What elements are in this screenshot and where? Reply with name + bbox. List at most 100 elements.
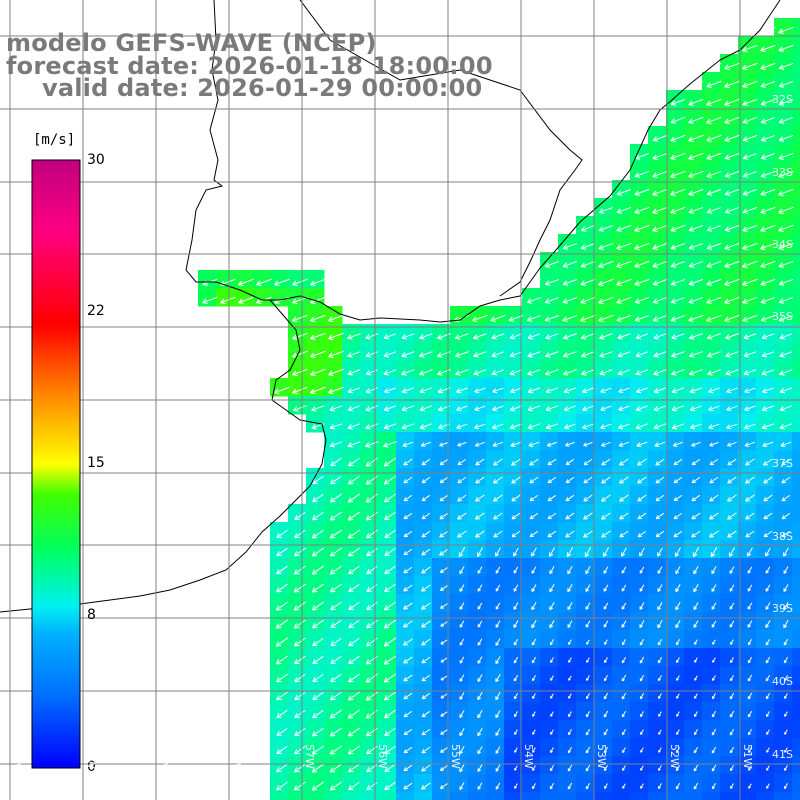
wind-speed-cell bbox=[468, 522, 487, 541]
wind-speed-cell bbox=[684, 720, 703, 739]
wind-arrow bbox=[544, 297, 559, 304]
wind-speed-cell bbox=[342, 414, 361, 433]
wind-arrow bbox=[532, 765, 536, 771]
wind-speed-cell bbox=[702, 306, 721, 325]
wind-arrow bbox=[765, 620, 771, 629]
wind-arrow bbox=[475, 530, 485, 538]
wind-speed-cell bbox=[756, 792, 775, 800]
wind-arrow bbox=[657, 619, 663, 629]
wind-speed-cell bbox=[594, 234, 613, 253]
wind-speed-cell bbox=[378, 774, 397, 793]
wind-arrow bbox=[742, 296, 758, 304]
wind-speed-cell bbox=[666, 306, 685, 325]
wind-arrow bbox=[619, 494, 629, 502]
wind-arrow bbox=[657, 547, 663, 557]
wind-speed-cell bbox=[684, 108, 703, 127]
wind-speed-cell bbox=[540, 522, 559, 541]
wind-speed-cell bbox=[486, 378, 505, 397]
wind-speed-cell bbox=[612, 774, 631, 793]
wind-speed-cell bbox=[792, 90, 800, 109]
wind-speed-cell bbox=[414, 414, 433, 433]
wind-speed-cell bbox=[324, 648, 343, 667]
wind-speed-cell bbox=[594, 702, 613, 721]
wind-speed-cell bbox=[630, 378, 649, 397]
wind-arrow bbox=[742, 98, 758, 106]
wind-arrow bbox=[529, 512, 539, 520]
wind-arrow bbox=[783, 547, 789, 557]
wind-arrow bbox=[706, 116, 722, 124]
wind-speed-cell bbox=[738, 270, 757, 289]
wind-speed-cell bbox=[720, 756, 739, 775]
wind-arrow bbox=[670, 116, 686, 124]
wind-speed-cell bbox=[576, 360, 595, 379]
wind-arrow bbox=[709, 441, 719, 447]
wind-arrow bbox=[675, 764, 681, 772]
wind-arrow bbox=[600, 387, 612, 394]
lon-label-58w: 58W bbox=[230, 744, 243, 769]
wind-arrow bbox=[760, 153, 775, 160]
wind-arrow bbox=[384, 583, 396, 593]
wind-speed-cell bbox=[378, 576, 397, 595]
wind-arrow bbox=[598, 314, 614, 322]
wind-speed-cell bbox=[720, 414, 739, 433]
wind-arrow bbox=[440, 603, 448, 609]
wind-arrow bbox=[330, 475, 342, 485]
wind-arrow bbox=[567, 584, 573, 593]
wind-speed-cell bbox=[270, 720, 289, 739]
wind-arrow bbox=[601, 512, 611, 520]
wind-arrow bbox=[547, 458, 557, 466]
wind-arrow bbox=[670, 224, 686, 232]
wind-arrow bbox=[509, 351, 523, 358]
wind-speed-cell bbox=[432, 360, 451, 379]
wind-speed-cell bbox=[378, 684, 397, 703]
wind-speed-cell bbox=[684, 702, 703, 721]
wind-arrow bbox=[383, 405, 396, 412]
wind-speed-cell bbox=[432, 486, 451, 505]
wind-speed-cell bbox=[378, 738, 397, 757]
wind-arrow bbox=[783, 656, 789, 664]
wind-speed-cell bbox=[648, 486, 667, 505]
wind-arrow bbox=[563, 333, 577, 340]
wind-speed-cell bbox=[378, 504, 397, 523]
wind-speed-cell bbox=[684, 342, 703, 361]
wind-arrow bbox=[712, 675, 716, 681]
wind-speed-cell bbox=[684, 486, 703, 505]
wind-speed-cell bbox=[522, 594, 541, 613]
wind-arrow bbox=[657, 566, 663, 574]
wind-arrow bbox=[348, 781, 360, 791]
wind-speed-cell bbox=[738, 306, 757, 325]
wind-arrow bbox=[567, 729, 572, 736]
wind-speed-cell bbox=[396, 558, 415, 577]
wind-arrow bbox=[601, 476, 611, 484]
wind-speed-cell bbox=[594, 720, 613, 739]
wind-speed-cell bbox=[522, 396, 541, 415]
wind-arrow bbox=[619, 512, 629, 520]
wind-speed-cell bbox=[684, 414, 703, 433]
wind-arrow bbox=[724, 62, 740, 70]
wind-arrow bbox=[477, 674, 483, 682]
wind-speed-cell bbox=[666, 252, 685, 271]
wind-arrow bbox=[781, 512, 791, 520]
wind-speed-cell bbox=[522, 720, 541, 739]
wind-speed-cell bbox=[666, 702, 685, 721]
wind-arrow bbox=[565, 476, 575, 484]
wind-speed-cell bbox=[360, 756, 379, 775]
wind-speed-cell bbox=[342, 360, 361, 379]
wind-arrow bbox=[457, 530, 467, 538]
wind-arrow bbox=[762, 441, 774, 448]
lat-label-35s: 35S bbox=[772, 310, 793, 323]
wind-arrow bbox=[311, 781, 325, 791]
wind-speed-cell bbox=[774, 648, 793, 667]
wind-speed-cell bbox=[774, 216, 793, 235]
wind-arrow bbox=[440, 621, 448, 627]
wind-speed-cell bbox=[792, 738, 800, 757]
wind-speed-cell bbox=[360, 738, 379, 757]
wind-speed-cell bbox=[522, 684, 541, 703]
wind-speed-cell bbox=[792, 144, 800, 163]
wind-speed-cell bbox=[342, 630, 361, 649]
wind-arrow bbox=[580, 243, 595, 250]
wind-arrow bbox=[474, 441, 485, 447]
wind-arrow bbox=[706, 189, 722, 196]
wind-arrow bbox=[330, 691, 342, 701]
wind-speed-cell bbox=[612, 666, 631, 685]
